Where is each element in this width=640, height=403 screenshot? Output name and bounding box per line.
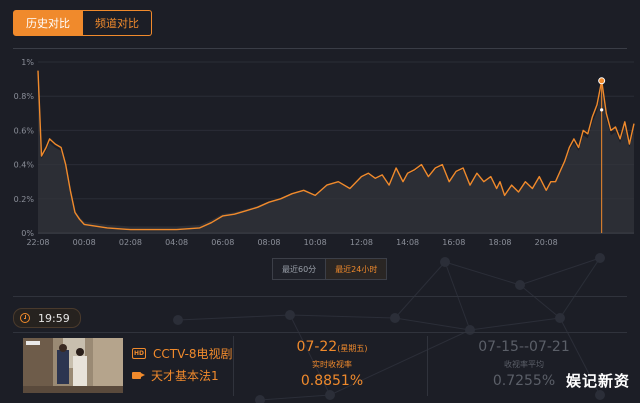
week-rating: 0.7255%: [492, 373, 556, 389]
y-tick-label: 0.8%: [14, 92, 35, 101]
thumbnail-image: [23, 338, 123, 393]
network-node: [390, 313, 400, 323]
x-tick-label: 02:08: [119, 238, 142, 247]
y-tick-label: 0.2%: [14, 195, 35, 204]
network-link: [289, 314, 396, 319]
divider: [13, 296, 627, 297]
x-tick-label: 18:08: [488, 238, 511, 247]
y-tick-label: 1%: [21, 58, 34, 67]
x-tick-label: 22:08: [26, 238, 49, 247]
compare-tabs: 历史对比 频道对比: [13, 10, 152, 36]
y-tick-label: 0.4%: [14, 161, 35, 170]
y-tick-label: 0.6%: [14, 126, 35, 135]
program-info: HD CCTV-8电视剧 天才基本法1: [132, 342, 233, 386]
comparison-area: [38, 80, 634, 233]
program-title: 天才基本法1: [151, 368, 219, 383]
network-link: [519, 257, 601, 286]
week-stat: 07-15--07-21 收视率平均 0.7255%: [466, 339, 582, 389]
x-tick-label: 08:08: [257, 238, 280, 247]
network-link: [469, 317, 561, 331]
today-weekday: (星期五): [337, 344, 368, 353]
ratings-chart: 0% 0.2% 0.4% 0.6% 0.8% 1% 22:08 00:08 02:08 04:08…: [14, 58, 635, 247]
today-stat: 07-22(星期五) 实时收视率 0.8851%: [284, 339, 380, 389]
y-tick-label: 0%: [21, 229, 34, 238]
network-link: [289, 314, 331, 396]
today-label: 实时收视率: [312, 360, 352, 369]
network-node: [595, 390, 605, 400]
network-node: [515, 280, 525, 290]
watermark: 娱记新资: [565, 372, 630, 390]
week-label: 收视率平均: [504, 360, 544, 369]
network-node: [285, 310, 295, 320]
range-60min-button[interactable]: 最近60分: [272, 258, 327, 280]
x-tick-label: 16:08: [442, 238, 465, 247]
network-link: [177, 314, 291, 321]
network-link: [394, 317, 471, 331]
current-time-badge: 19:59: [13, 308, 81, 328]
program-row[interactable]: 天才基本法1: [132, 364, 233, 386]
network-link: [519, 284, 561, 319]
network-node: [255, 395, 265, 403]
network-node: [555, 313, 565, 323]
x-tick-label: 10:08: [304, 238, 327, 247]
range-selector: 最近60分 最近24小时: [272, 258, 388, 280]
network-node: [595, 253, 605, 263]
network-link: [559, 257, 601, 319]
network-node: [173, 315, 183, 325]
range-24h-button[interactable]: 最近24小时: [326, 258, 388, 280]
video-camera-icon: [132, 371, 145, 379]
network-node: [465, 325, 475, 335]
channel-row[interactable]: HD CCTV-8电视剧: [132, 342, 233, 364]
x-tick-label: 06:08: [211, 238, 234, 247]
network-node: [440, 257, 450, 267]
today-date-line: 07-22(星期五): [284, 339, 380, 355]
today-date: 07-22: [296, 339, 338, 355]
tab-channel-compare[interactable]: 频道对比: [83, 10, 152, 36]
network-link: [259, 394, 331, 401]
network-link: [394, 261, 446, 319]
x-tick-label: 20:08: [535, 238, 558, 247]
divider: [13, 332, 627, 333]
today-rating: 0.8851%: [300, 373, 364, 389]
network-link: [329, 329, 471, 396]
compare-point: [600, 108, 604, 112]
tab-history-compare[interactable]: 历史对比: [13, 10, 83, 36]
network-node: [325, 390, 335, 400]
channel-name: CCTV-8电视剧: [153, 346, 233, 361]
week-date: 07-15--07-21: [478, 339, 570, 355]
x-tick-label: 04:08: [165, 238, 188, 247]
network-link: [444, 261, 521, 286]
series-line: [37, 70, 635, 231]
x-tick-label: 00:08: [73, 238, 96, 247]
divider: [13, 48, 627, 49]
program-thumbnail[interactable]: [23, 338, 123, 393]
network-link: [559, 317, 601, 396]
divider: [233, 336, 234, 396]
x-tick-label: 14:08: [396, 238, 419, 247]
hd-tv-icon: HD: [132, 347, 146, 359]
current-point[interactable]: [598, 77, 606, 85]
divider: [427, 336, 428, 396]
x-tick-label: 12:08: [350, 238, 373, 247]
clock-icon: [20, 313, 30, 323]
current-time: 19:59: [38, 311, 70, 325]
